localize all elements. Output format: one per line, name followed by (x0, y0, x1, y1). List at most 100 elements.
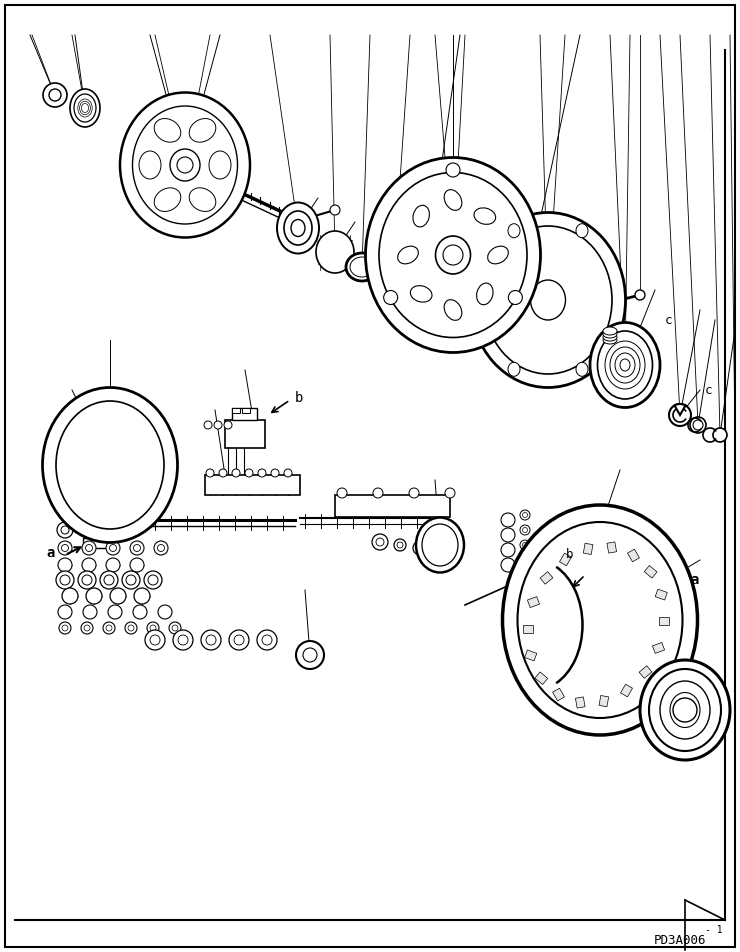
Bar (621, 684, 633, 697)
Circle shape (78, 461, 86, 469)
Circle shape (690, 417, 706, 433)
Circle shape (501, 543, 515, 557)
Ellipse shape (590, 323, 660, 407)
Bar (655, 589, 667, 600)
Text: - 1: - 1 (705, 925, 723, 935)
Circle shape (158, 545, 164, 551)
Circle shape (232, 469, 240, 477)
Circle shape (61, 526, 69, 534)
Circle shape (148, 575, 158, 585)
Ellipse shape (346, 253, 378, 281)
Circle shape (224, 421, 232, 429)
Bar (628, 549, 639, 562)
Bar (553, 688, 565, 701)
Ellipse shape (660, 681, 710, 739)
Ellipse shape (397, 247, 418, 264)
Ellipse shape (154, 188, 181, 211)
Circle shape (271, 469, 279, 477)
Circle shape (520, 553, 530, 563)
Bar (576, 697, 585, 708)
Circle shape (445, 488, 455, 498)
Bar (242, 408, 250, 413)
Circle shape (134, 588, 150, 604)
Ellipse shape (277, 203, 319, 253)
Ellipse shape (531, 280, 565, 320)
Ellipse shape (603, 336, 617, 344)
Circle shape (169, 622, 181, 634)
Ellipse shape (471, 212, 625, 387)
Circle shape (82, 541, 96, 555)
Bar (335, 495, 450, 517)
Bar (653, 643, 665, 653)
Circle shape (108, 605, 122, 619)
Circle shape (372, 534, 388, 550)
Bar (659, 617, 669, 625)
Ellipse shape (373, 260, 413, 304)
Circle shape (219, 469, 227, 477)
Circle shape (130, 541, 144, 555)
Bar (583, 544, 593, 554)
Circle shape (177, 157, 193, 173)
Circle shape (58, 541, 72, 555)
Circle shape (330, 205, 340, 215)
Circle shape (61, 545, 69, 551)
Ellipse shape (413, 206, 429, 227)
Bar (528, 597, 539, 607)
Circle shape (104, 575, 114, 585)
Text: a: a (690, 573, 699, 587)
Ellipse shape (517, 522, 682, 718)
Circle shape (522, 556, 528, 561)
Circle shape (257, 630, 277, 650)
Ellipse shape (132, 106, 238, 224)
Circle shape (130, 558, 144, 572)
Circle shape (130, 519, 136, 526)
Ellipse shape (444, 300, 462, 320)
Circle shape (214, 421, 222, 429)
Bar (232, 408, 240, 413)
Bar (599, 696, 609, 706)
Ellipse shape (670, 692, 700, 727)
Ellipse shape (139, 151, 161, 179)
Circle shape (83, 605, 97, 619)
Circle shape (145, 630, 165, 650)
Circle shape (58, 558, 72, 572)
Circle shape (56, 571, 74, 589)
Ellipse shape (488, 247, 508, 264)
Circle shape (158, 605, 172, 619)
Circle shape (204, 421, 212, 429)
Ellipse shape (597, 331, 653, 399)
Ellipse shape (640, 660, 730, 760)
Bar (205, 475, 300, 495)
Ellipse shape (484, 226, 612, 374)
Ellipse shape (416, 518, 464, 572)
Ellipse shape (42, 387, 178, 543)
Circle shape (66, 461, 74, 469)
Circle shape (106, 541, 120, 555)
Circle shape (522, 527, 528, 532)
Circle shape (49, 89, 61, 101)
Text: b: b (295, 391, 303, 405)
Circle shape (82, 575, 92, 585)
Circle shape (144, 571, 162, 589)
Circle shape (125, 622, 137, 634)
Bar (232, 408, 257, 420)
Circle shape (446, 163, 460, 177)
Circle shape (81, 520, 95, 534)
Text: c: c (665, 313, 672, 327)
Ellipse shape (120, 92, 250, 237)
Ellipse shape (508, 363, 520, 376)
Circle shape (100, 571, 118, 589)
Ellipse shape (154, 119, 181, 142)
Circle shape (122, 571, 140, 589)
Circle shape (376, 538, 384, 546)
Circle shape (150, 625, 156, 631)
Circle shape (110, 545, 116, 551)
Circle shape (284, 469, 292, 477)
Circle shape (103, 622, 115, 634)
Circle shape (417, 545, 423, 551)
Circle shape (78, 571, 96, 589)
Circle shape (635, 290, 645, 300)
Circle shape (693, 420, 703, 430)
Circle shape (520, 510, 530, 520)
Circle shape (126, 575, 136, 585)
